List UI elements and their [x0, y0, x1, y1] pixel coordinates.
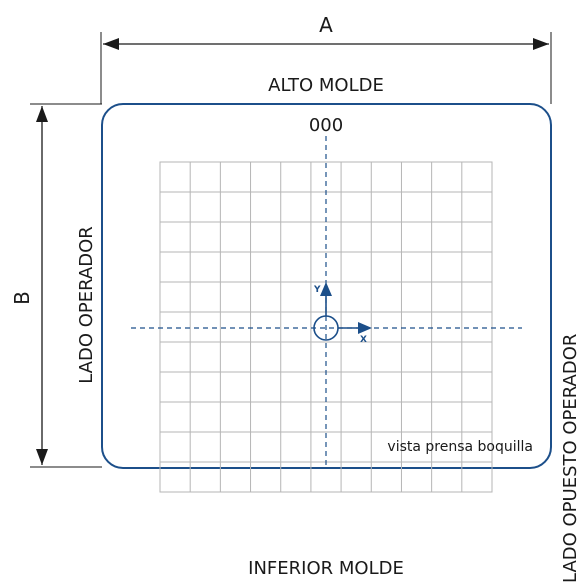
label-bottom: INFERIOR MOLDE: [248, 558, 404, 579]
label-right: LADO OPUESTO OPERADOR: [560, 334, 579, 583]
label-origin: 000: [309, 115, 343, 136]
mold-outline: [101, 103, 552, 469]
y-axis-arrow: Y: [313, 282, 332, 316]
dimension-a-arrow-right: [533, 38, 549, 50]
dimension-a-label: A: [319, 13, 333, 37]
dimension-b: B: [10, 103, 102, 468]
y-axis-arrowhead: [320, 282, 332, 296]
label-left: LADO OPERADOR: [76, 226, 97, 384]
x-axis-arrowhead: [358, 322, 372, 334]
dimension-a: A: [100, 13, 552, 104]
grid-border: [159, 161, 493, 493]
dimension-a-arrow-left: [103, 38, 119, 50]
view-note: vista prensa boquilla: [387, 439, 533, 455]
dimension-b-arrow-bottom: [36, 449, 48, 465]
dimension-b-arrow-top: [36, 106, 48, 122]
axis-y-label: Y: [313, 285, 321, 295]
axis-x-label: X: [360, 335, 367, 345]
x-axis-arrow: X: [338, 322, 372, 345]
label-top: ALTO MOLDE: [268, 75, 384, 96]
dimension-b-label: B: [10, 291, 34, 305]
